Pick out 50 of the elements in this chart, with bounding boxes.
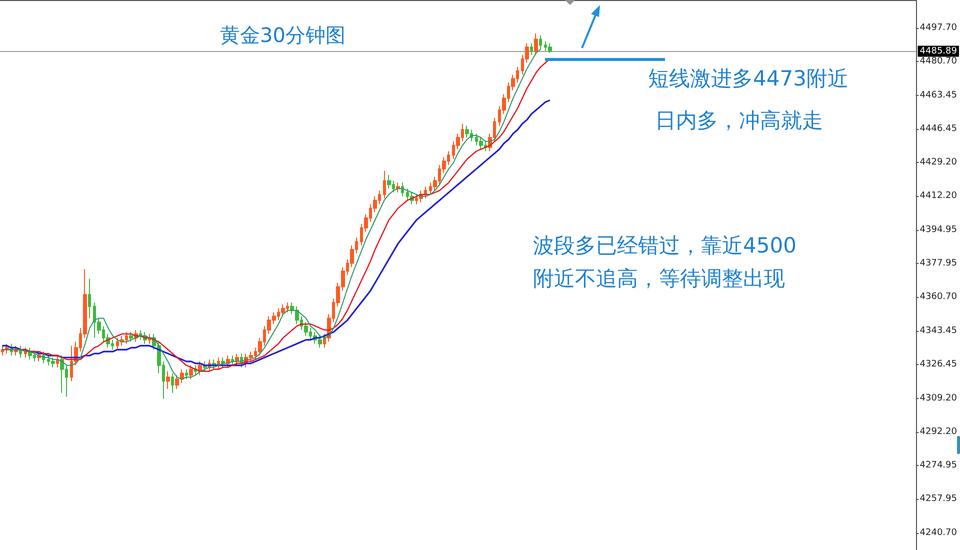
candlestick xyxy=(189,364,193,380)
y-tick-label: 4446.45 xyxy=(920,124,957,134)
candlestick xyxy=(534,32,538,56)
y-tick-label: 4292.20 xyxy=(920,426,958,437)
y-tick-label: 4326.45 xyxy=(920,359,957,370)
text: 短线激进多4473附近 xyxy=(648,66,848,90)
candlestick xyxy=(139,330,142,340)
candlestick xyxy=(383,170,386,199)
candlestick xyxy=(387,174,391,190)
candlestick xyxy=(221,357,225,368)
candlestick xyxy=(396,182,400,193)
candlestick xyxy=(129,331,133,342)
candlestick xyxy=(185,368,188,380)
y-tick-label: 4240.70 xyxy=(920,528,958,538)
candlestick xyxy=(281,304,285,317)
candlestick xyxy=(479,137,483,150)
candlestick xyxy=(231,355,234,366)
candlestick xyxy=(194,364,197,376)
candlestick xyxy=(166,370,170,390)
candlestick xyxy=(235,353,239,366)
candlestick xyxy=(60,355,64,394)
text: 日内多，冲高就走 xyxy=(655,108,823,132)
candlestick xyxy=(465,125,469,138)
candlestick xyxy=(424,186,427,199)
y-tick-label: 4377.95 xyxy=(920,258,957,268)
y-tick-label: 4309.20 xyxy=(920,393,958,404)
y-tick-label: 4257.95 xyxy=(920,494,957,504)
y-tick-label: 4360.70 xyxy=(920,292,958,302)
y-tick-label: 4343.45 xyxy=(920,326,957,336)
y-tick-label: 4394.95 xyxy=(920,224,957,235)
candlestick xyxy=(24,347,27,358)
annotation: 附近不追高，等待调整出现 xyxy=(533,266,785,290)
candlestick xyxy=(88,278,91,319)
candlestick xyxy=(51,357,55,368)
candlestick xyxy=(1,345,4,356)
candlestick xyxy=(56,355,59,368)
annotation: 波段多已经错过，靠近4500 xyxy=(533,234,796,258)
candlestick xyxy=(539,34,542,50)
candlestick xyxy=(290,302,294,315)
y-tick-label: 4480.70 xyxy=(920,56,958,66)
candlestick xyxy=(548,42,552,54)
y-tick-label: 4412.20 xyxy=(920,191,958,202)
candlestick xyxy=(530,42,533,56)
y-tick-label: 4497.70 xyxy=(920,23,958,34)
ref-line-label: 4485.89 xyxy=(920,46,958,56)
text: 黄金30分钟图 xyxy=(220,23,346,47)
y-tick-label: 4274.95 xyxy=(920,460,957,471)
y-tick-label: 4429.20 xyxy=(920,158,958,168)
y-tick-label: 4463.45 xyxy=(920,90,957,100)
candlestick xyxy=(171,372,174,394)
